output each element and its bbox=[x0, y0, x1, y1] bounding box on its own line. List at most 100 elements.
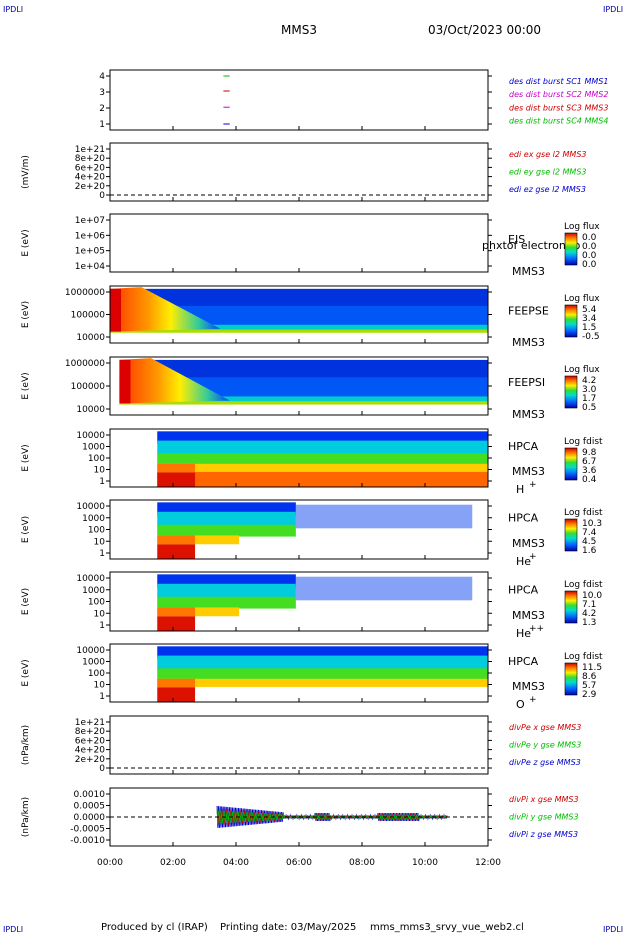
injection-core bbox=[119, 359, 131, 404]
colorbar-tick-label: 0.5 bbox=[582, 403, 596, 413]
spectrum-band bbox=[157, 678, 488, 688]
legend-entry: divPe y gse MMS3 bbox=[509, 740, 581, 749]
instrument-label: HPCA bbox=[508, 440, 539, 453]
heatmap-hpca_he bbox=[157, 502, 473, 559]
low-energy-core bbox=[157, 616, 196, 631]
y-tick-label: 2e+20 bbox=[75, 182, 106, 192]
corner-label-top-left: IPDLI bbox=[3, 5, 23, 14]
header-spacecraft: MMS3 bbox=[281, 23, 317, 37]
colorbar-tick-label: 4.5 bbox=[582, 537, 596, 547]
y-tick-label: 1000000 bbox=[65, 288, 105, 298]
y-tick-label: 8e+20 bbox=[75, 727, 106, 737]
colorbar-tick-label: 0.0 bbox=[582, 251, 597, 261]
y-axis-label: E (eV) bbox=[21, 229, 31, 256]
spacecraft-label: MMS3 bbox=[512, 265, 545, 278]
y-tick-label: 6e+20 bbox=[75, 163, 106, 173]
spacecraft-label: MMS3 bbox=[512, 465, 545, 478]
y-tick-label: 10 bbox=[94, 466, 106, 476]
heatmap-feeps_i bbox=[119, 358, 488, 405]
panel-feeps_i: 1000000 100000 10000 E (eV) FEEPSI MMS3 Log fl… bbox=[21, 356, 600, 421]
y-tick-label: 1 bbox=[99, 621, 105, 631]
spectrum-band bbox=[157, 471, 488, 487]
instrument-label: HPCA bbox=[508, 584, 539, 597]
footer-printing-date: Printing date: 03/May/2025 bbox=[220, 922, 356, 933]
species-charge: + bbox=[529, 695, 537, 705]
y-tick-label: 100 bbox=[88, 598, 105, 608]
colorbar bbox=[564, 304, 578, 338]
spectrum-band bbox=[110, 329, 488, 333]
y-tick-label: 1e+07 bbox=[75, 216, 105, 226]
y-tick-label: 10000 bbox=[76, 405, 105, 415]
y-tick-label: 6e+20 bbox=[75, 736, 106, 746]
x-tick-label: 00:00 bbox=[97, 858, 123, 868]
species-label: He bbox=[516, 627, 531, 640]
colorbar bbox=[564, 232, 578, 266]
low-energy-core bbox=[157, 544, 196, 559]
y-tick-label: 10000 bbox=[76, 502, 105, 512]
colorbar-tick-label: 4.2 bbox=[582, 609, 596, 619]
y-tick-label: 0.0005 bbox=[74, 802, 106, 812]
colorbar-tick-label: 6.7 bbox=[582, 457, 596, 467]
colorbar-tick-label: 3.0 bbox=[582, 385, 597, 395]
y-axis-label: E (eV) bbox=[21, 516, 31, 543]
colorbar-title: Log flux bbox=[564, 222, 600, 232]
x-tick-label: 06:00 bbox=[286, 858, 312, 868]
spectrum-band bbox=[157, 453, 488, 465]
species-label: He bbox=[516, 555, 531, 568]
spacecraft-label: MMS3 bbox=[512, 336, 545, 349]
y-tick-label: 100 bbox=[88, 454, 105, 464]
colorbar-tick-label: 5.4 bbox=[582, 305, 597, 315]
panel-frame bbox=[109, 715, 489, 775]
y-tick-label: 10 bbox=[94, 681, 106, 691]
y-axis-label: (mV/m) bbox=[21, 155, 31, 189]
species-charge: + bbox=[529, 552, 537, 562]
legend-entry: des dist burst SC2 MMS2 bbox=[509, 90, 608, 99]
legend-entry: divPi x gse MMS3 bbox=[509, 795, 579, 804]
injection-event bbox=[110, 287, 221, 332]
injection-core bbox=[110, 288, 122, 332]
legend-entry: divPe x gse MMS3 bbox=[509, 723, 581, 732]
footer-producer: Produced by cl (IRAP) bbox=[101, 922, 208, 933]
legend-entry: divPi z gse MMS3 bbox=[509, 830, 578, 839]
low-energy-core bbox=[157, 463, 196, 473]
colorbar-tick-label: 1.7 bbox=[582, 394, 596, 404]
y-axis-label: E (eV) bbox=[21, 444, 31, 471]
injection-event bbox=[119, 358, 230, 404]
y-tick-label: 1e+06 bbox=[75, 231, 106, 241]
instrument-note: phxtof electron to bbox=[482, 239, 581, 252]
low-energy-core bbox=[157, 687, 196, 702]
spectrum-band bbox=[157, 535, 240, 545]
colorbar-title: Log fdist bbox=[564, 508, 603, 518]
spectrum-band bbox=[110, 324, 488, 330]
species-charge: + bbox=[529, 480, 537, 490]
colorbar-tick-label: 0.0 bbox=[582, 242, 597, 252]
legend-entry: des dist burst SC4 MMS4 bbox=[509, 117, 608, 126]
spacecraft-label: MMS3 bbox=[512, 408, 545, 421]
colorbar-tick-label: 10.3 bbox=[582, 519, 602, 529]
y-tick-label: 1 bbox=[99, 692, 105, 702]
x-tick-label: 08:00 bbox=[349, 858, 375, 868]
colorbar-title: Log flux bbox=[564, 365, 600, 375]
colorbar-tick-label: 1.3 bbox=[582, 618, 596, 628]
instrument-label: EIS bbox=[508, 233, 525, 246]
low-energy-core bbox=[157, 678, 196, 688]
x-tick-label: 02:00 bbox=[160, 858, 186, 868]
spacecraft-label: MMS3 bbox=[512, 537, 545, 550]
colorbar-tick-label: 7.1 bbox=[582, 600, 596, 610]
colorbar bbox=[564, 375, 578, 409]
spectrum-band bbox=[157, 583, 296, 599]
species-label: O bbox=[516, 698, 525, 711]
colorbar bbox=[564, 590, 578, 624]
spectrum-band bbox=[119, 401, 488, 405]
y-tick-label: -0.0010 bbox=[70, 836, 105, 846]
spectrum-band bbox=[119, 396, 488, 402]
y-axis-label: (nPa/km) bbox=[21, 797, 31, 837]
spacecraft-label: MMS3 bbox=[512, 609, 545, 622]
colorbar-title: Log flux bbox=[564, 294, 600, 304]
